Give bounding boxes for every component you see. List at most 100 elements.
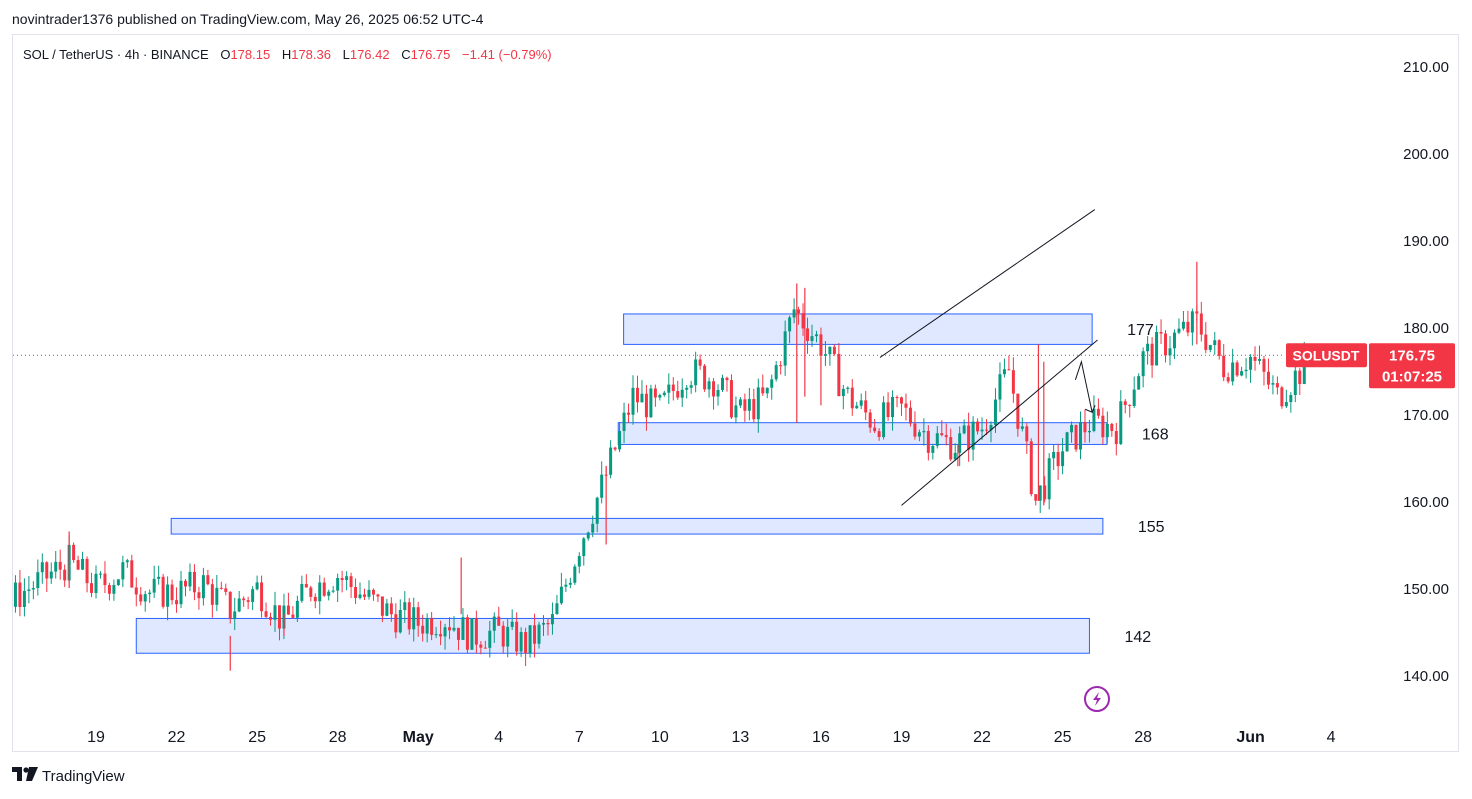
candle-body — [269, 616, 273, 620]
zone-rect[interactable] — [135, 617, 1090, 654]
candle-body — [175, 600, 179, 605]
candle-body — [376, 594, 380, 597]
candle-body — [877, 431, 881, 438]
candle-body — [295, 600, 299, 618]
candle-body — [201, 575, 205, 599]
candle-body — [689, 385, 693, 388]
candle-body — [63, 569, 67, 581]
candle-body — [644, 393, 648, 418]
projection-arrow-head — [1084, 405, 1096, 413]
chart-frame[interactable]: 177 168 155 142 SOL / TetherUS · 4h · BINAN… — [12, 34, 1459, 752]
candle-body — [962, 425, 966, 434]
candle-body — [116, 579, 120, 586]
zone-rect[interactable] — [623, 313, 1093, 345]
time-axis[interactable]: 619222528May4710131619222528Jun4 — [13, 729, 1336, 746]
time-tick-label: 22 — [168, 729, 186, 746]
candle-body — [260, 582, 264, 612]
candle-body — [600, 474, 604, 498]
candle-body — [891, 396, 895, 418]
candle-body — [967, 425, 971, 450]
chart-legend: SOL / TetherUS · 4h · BINANCE O178.15 H1… — [23, 47, 552, 62]
candle-body — [832, 346, 836, 354]
candle-body — [649, 388, 653, 418]
candle-body — [161, 576, 165, 607]
candle-body — [658, 395, 662, 398]
candle-body — [349, 576, 353, 588]
candle-body — [1240, 371, 1244, 376]
candle-body — [577, 556, 581, 567]
candle-body — [237, 598, 241, 612]
candle-body — [1070, 424, 1074, 433]
price-tick-label: 150.00 — [1403, 581, 1449, 598]
candle-body — [917, 432, 921, 437]
candle-body — [618, 430, 622, 450]
candle-body — [564, 584, 568, 587]
candle-body — [242, 598, 246, 601]
candle-body — [506, 626, 510, 647]
candle-body — [868, 412, 872, 428]
candle-body — [1222, 355, 1226, 378]
candle-body — [685, 387, 689, 390]
candle-body — [998, 374, 1002, 400]
candle-body — [112, 585, 116, 594]
candle-body — [1007, 369, 1011, 371]
candle-body — [22, 590, 26, 608]
candle-body — [850, 387, 854, 409]
legend-symbol[interactable]: SOL / TetherUS · 4h · BINANCE — [23, 47, 209, 62]
candle-body — [291, 614, 295, 618]
trendline[interactable] — [901, 339, 1098, 506]
last-price-tag — [1369, 343, 1455, 389]
candle-body — [143, 594, 147, 602]
legend-open: 178.15 — [230, 47, 270, 62]
candle-body — [443, 627, 447, 637]
zone-rect[interactable] — [170, 517, 1104, 535]
candle-body — [90, 583, 94, 593]
candle-body — [1119, 401, 1123, 445]
candle-body — [403, 602, 407, 611]
candle-body — [873, 427, 877, 432]
candle-body — [1177, 328, 1181, 333]
candle-body — [1137, 376, 1141, 390]
candle-body — [380, 596, 384, 616]
legend-low-label: L — [343, 47, 350, 62]
candle-body — [908, 407, 912, 424]
candle-body — [1190, 311, 1194, 333]
candle-body — [1087, 431, 1091, 433]
candle-body — [1266, 371, 1270, 385]
candle-body — [1079, 422, 1082, 450]
zone-rect[interactable] — [617, 422, 1108, 445]
candle-body — [1275, 383, 1279, 388]
projection-arrow[interactable] — [1074, 359, 1093, 413]
candle-body — [1123, 401, 1127, 406]
footer-brand[interactable]: TradingView — [12, 767, 125, 786]
lightning-icon[interactable] — [1084, 686, 1110, 712]
trendline[interactable] — [879, 209, 1096, 358]
time-tick-label: 22 — [973, 729, 991, 746]
candle-body — [103, 573, 107, 586]
candle-body — [228, 591, 232, 619]
price-axis[interactable]: 210.00 200.00 190.00 180.00 170.00 160.00 150.… — [1403, 59, 1449, 685]
time-tick-label: 19 — [893, 729, 911, 746]
candle-body — [1217, 340, 1221, 356]
legend-change: −1.41 (−0.79%) — [462, 47, 552, 62]
candle-body — [703, 365, 707, 390]
time-tick-label: 7 — [575, 729, 584, 746]
footer-brand-name: TradingView — [42, 768, 125, 785]
candle-body — [465, 617, 469, 650]
time-tick-label: 28 — [329, 729, 347, 746]
candle-body — [1020, 426, 1024, 429]
candle-body — [251, 589, 255, 602]
candle-body — [613, 447, 617, 450]
candle-body — [1016, 393, 1020, 429]
candle-body — [1235, 362, 1239, 376]
candle-body — [680, 389, 684, 398]
candle-body — [179, 580, 183, 605]
candle-body — [340, 577, 344, 580]
candle-body — [1146, 343, 1150, 352]
last-price-value: 176.75 — [1389, 347, 1435, 364]
chart-canvas[interactable]: 177 168 155 142 SOL / TetherUS · 4h · BINAN… — [13, 35, 1460, 753]
candle-body — [1056, 451, 1060, 467]
candle-body — [448, 627, 452, 631]
time-tick-label: Jun — [1236, 729, 1264, 746]
symbol-price-tag-label: SOLUSDT — [1293, 347, 1360, 363]
